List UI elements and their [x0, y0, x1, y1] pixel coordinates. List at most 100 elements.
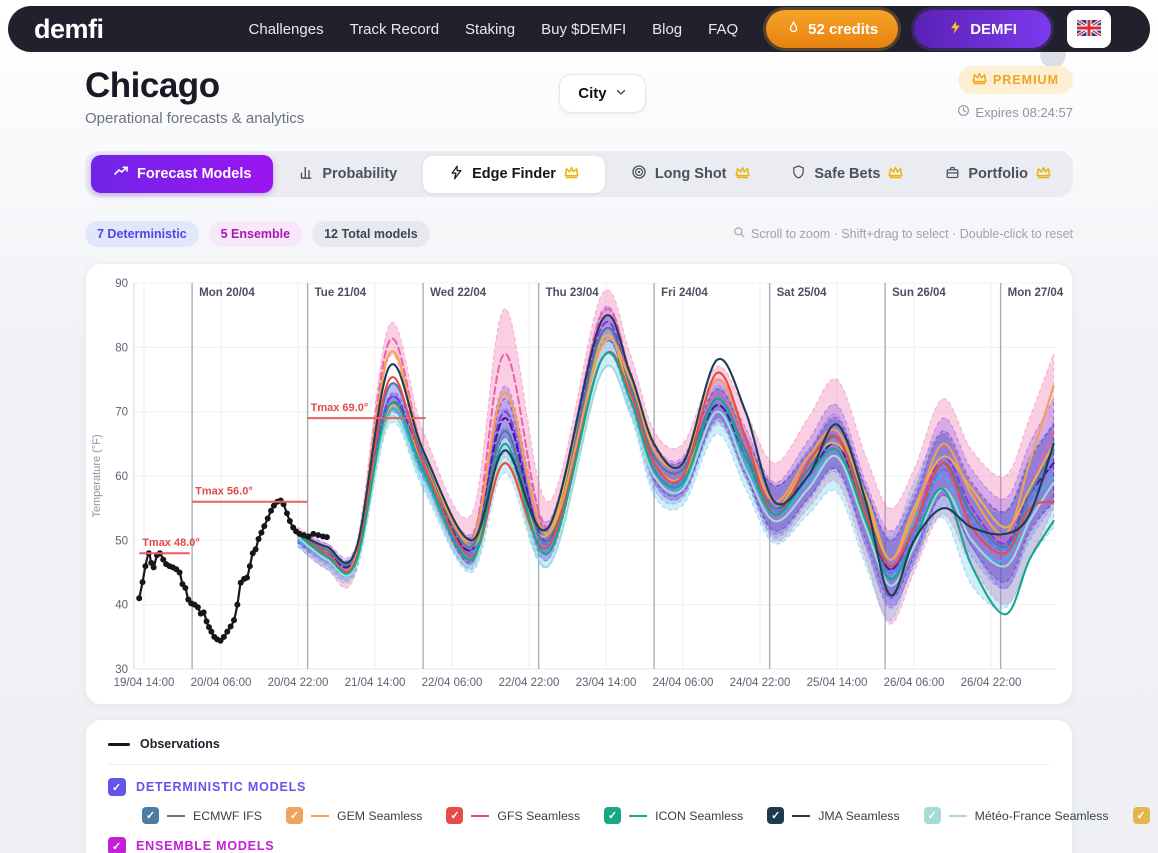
svg-text:22/04 06:00: 22/04 06:00	[422, 677, 483, 689]
line-swatch	[167, 814, 185, 817]
magnifier-icon	[733, 226, 746, 242]
model-label: ICON Seamless	[655, 808, 744, 823]
model-checkbox[interactable]: ✓	[1132, 807, 1150, 824]
ensemble-count-badge: 5 Ensemble	[208, 221, 303, 247]
tab-probability[interactable]: Probability	[283, 156, 413, 193]
bars-icon	[299, 165, 314, 184]
premium-expiry: Expires 08:24:57	[957, 104, 1073, 120]
det-legend-item-gem-seamless[interactable]: ✓ GEM Seamless	[286, 807, 422, 824]
svg-text:Tue 21/04: Tue 21/04	[315, 287, 367, 299]
logo[interactable]: demfi	[34, 13, 104, 44]
det-legend-item-m-t-o-france-seamless[interactable]: ✓ Météo-France Seamless	[923, 807, 1109, 824]
language-flag-button[interactable]	[1066, 10, 1111, 48]
hint-label: Scroll to zoom · Shift+drag to select · …	[750, 227, 1073, 241]
det-legend-item-ukmo-seamless[interactable]: ✓UKMO Seamless	[1132, 807, 1158, 824]
line-swatch	[311, 814, 329, 817]
tab-label: Forecast Models	[137, 166, 252, 182]
page-title: Chicago	[85, 66, 220, 105]
svg-text:Mon 27/04: Mon 27/04	[1008, 287, 1064, 299]
model-label: GEM Seamless	[337, 808, 423, 823]
tab-bar: Forecast Models Probability Edge Finder Lon…	[85, 151, 1073, 197]
svg-text:20/04 22:00: 20/04 22:00	[268, 677, 329, 689]
bolt-icon	[449, 165, 464, 184]
nav-links: Challenges Track Record Staking Buy $DEMFI B…	[249, 21, 739, 38]
svg-text:26/04 22:00: 26/04 22:00	[961, 677, 1022, 689]
expires-label: Expires 08:24:57	[975, 104, 1073, 120]
deterministic-models-toggle[interactable]: ✓ DETERMINISTIC MODELS	[108, 778, 1050, 796]
svg-text:40: 40	[115, 600, 128, 612]
line-swatch	[629, 814, 648, 817]
model-checkbox[interactable]: ✓	[446, 807, 464, 824]
briefcase-icon	[945, 165, 960, 184]
line-swatch	[471, 814, 490, 817]
nav-link-challenges[interactable]: Challenges	[248, 20, 324, 38]
page-subtitle: Operational forecasts & analytics	[85, 110, 305, 127]
demfi-button[interactable]: DEMFI	[914, 10, 1051, 48]
ensemble-header-label: ENSEMBLE MODELS	[136, 839, 275, 853]
crown-icon	[888, 166, 903, 183]
det-legend-item-ecmwf-ifs[interactable]: ✓ ECMWF IFS	[142, 807, 262, 824]
det-legend-item-jma-seamless[interactable]: ✓ JMA Seamless	[767, 807, 900, 824]
tab-forecast-models[interactable]: Forecast Models	[91, 155, 274, 193]
premium-badge: PREMIUM	[957, 66, 1073, 94]
svg-text:Sun 26/04: Sun 26/04	[892, 287, 946, 299]
model-label: Météo-France Seamless	[974, 808, 1109, 823]
ensemble-models-toggle[interactable]: ✓ ENSEMBLE MODELS	[108, 837, 1050, 853]
legend-observations[interactable]: Observations	[108, 737, 1050, 751]
svg-text:Sat 25/04: Sat 25/04	[777, 287, 827, 299]
model-checkbox[interactable]: ✓	[142, 807, 159, 824]
chart-interaction-hint: Scroll to zoom · Shift+drag to select · …	[733, 226, 1073, 242]
divider	[108, 764, 1050, 765]
ensemble-checkbox[interactable]: ✓	[108, 837, 126, 853]
total-models-badge: 12 Total models	[312, 221, 430, 247]
clock-icon	[957, 104, 970, 120]
nav-link-track-record[interactable]: Track Record	[349, 20, 440, 38]
nav-link-staking[interactable]: Staking	[465, 20, 516, 38]
city-selector[interactable]: City	[559, 74, 646, 113]
det-legend-item-gfs-seamless[interactable]: ✓ GFS Seamless	[446, 807, 580, 824]
tab-portfolio[interactable]: Portfolio	[929, 156, 1067, 193]
det-legend-item-icon-seamless[interactable]: ✓ ICON Seamless	[604, 807, 743, 824]
nav-link-blog[interactable]: Blog	[652, 20, 683, 38]
svg-text:Tmax 56.0°: Tmax 56.0°	[195, 486, 253, 498]
svg-text:Wed 22/04: Wed 22/04	[430, 287, 487, 299]
tab-edge-finder[interactable]: Edge Finder	[423, 155, 605, 193]
shield-icon	[791, 164, 806, 184]
forecast-chart[interactable]: 30 40 50 60 70 80 90 19/04 14:00 20/04 06:00 20/0…	[85, 263, 1073, 705]
tab-label: Safe Bets	[814, 166, 881, 182]
svg-text:80: 80	[115, 342, 128, 354]
deterministic-count-badge: 7 Deterministic	[85, 221, 199, 247]
credits-label: 52 credits	[808, 20, 879, 38]
tab-label: Portfolio	[968, 166, 1028, 182]
model-checkbox[interactable]: ✓	[767, 807, 785, 824]
model-label: JMA Seamless	[818, 808, 900, 823]
lightning-icon	[948, 20, 963, 39]
model-checkbox[interactable]: ✓	[286, 807, 303, 824]
observations-swatch	[108, 742, 130, 746]
trend-icon	[113, 164, 129, 184]
svg-text:90: 90	[115, 278, 128, 290]
model-checkbox[interactable]: ✓	[923, 807, 941, 824]
crown-icon	[1036, 166, 1051, 183]
line-swatch	[948, 814, 967, 817]
svg-text:20/04 06:00: 20/04 06:00	[191, 677, 252, 689]
nav-link-buy-demfi[interactable]: Buy $DEMFI	[541, 20, 627, 38]
svg-text:Thu 23/04: Thu 23/04	[546, 287, 600, 299]
deterministic-header-label: DETERMINISTIC MODELS	[136, 780, 307, 794]
svg-text:70: 70	[115, 407, 128, 419]
tab-long-shot[interactable]: Long Shot	[615, 155, 766, 193]
svg-text:60: 60	[115, 471, 128, 483]
svg-text:26/04 06:00: 26/04 06:00	[884, 677, 945, 689]
svg-text:25/04 14:00: 25/04 14:00	[807, 677, 868, 689]
model-checkbox[interactable]: ✓	[604, 807, 622, 824]
legend-card: Observations ✓ DETERMINISTIC MODELS ✓ ECM…	[85, 719, 1158, 853]
svg-text:22/04 22:00: 22/04 22:00	[499, 677, 560, 689]
svg-text:Fri 24/04: Fri 24/04	[661, 287, 708, 299]
tab-safe-bets[interactable]: Safe Bets	[775, 155, 919, 193]
credits-button[interactable]: 52 credits	[766, 10, 899, 48]
svg-text:24/04 22:00: 24/04 22:00	[730, 677, 791, 689]
svg-text:50: 50	[115, 535, 128, 547]
nav-link-faq[interactable]: FAQ	[708, 20, 739, 38]
deterministic-checkbox[interactable]: ✓	[108, 778, 126, 796]
uk-flag-icon	[1075, 18, 1102, 39]
